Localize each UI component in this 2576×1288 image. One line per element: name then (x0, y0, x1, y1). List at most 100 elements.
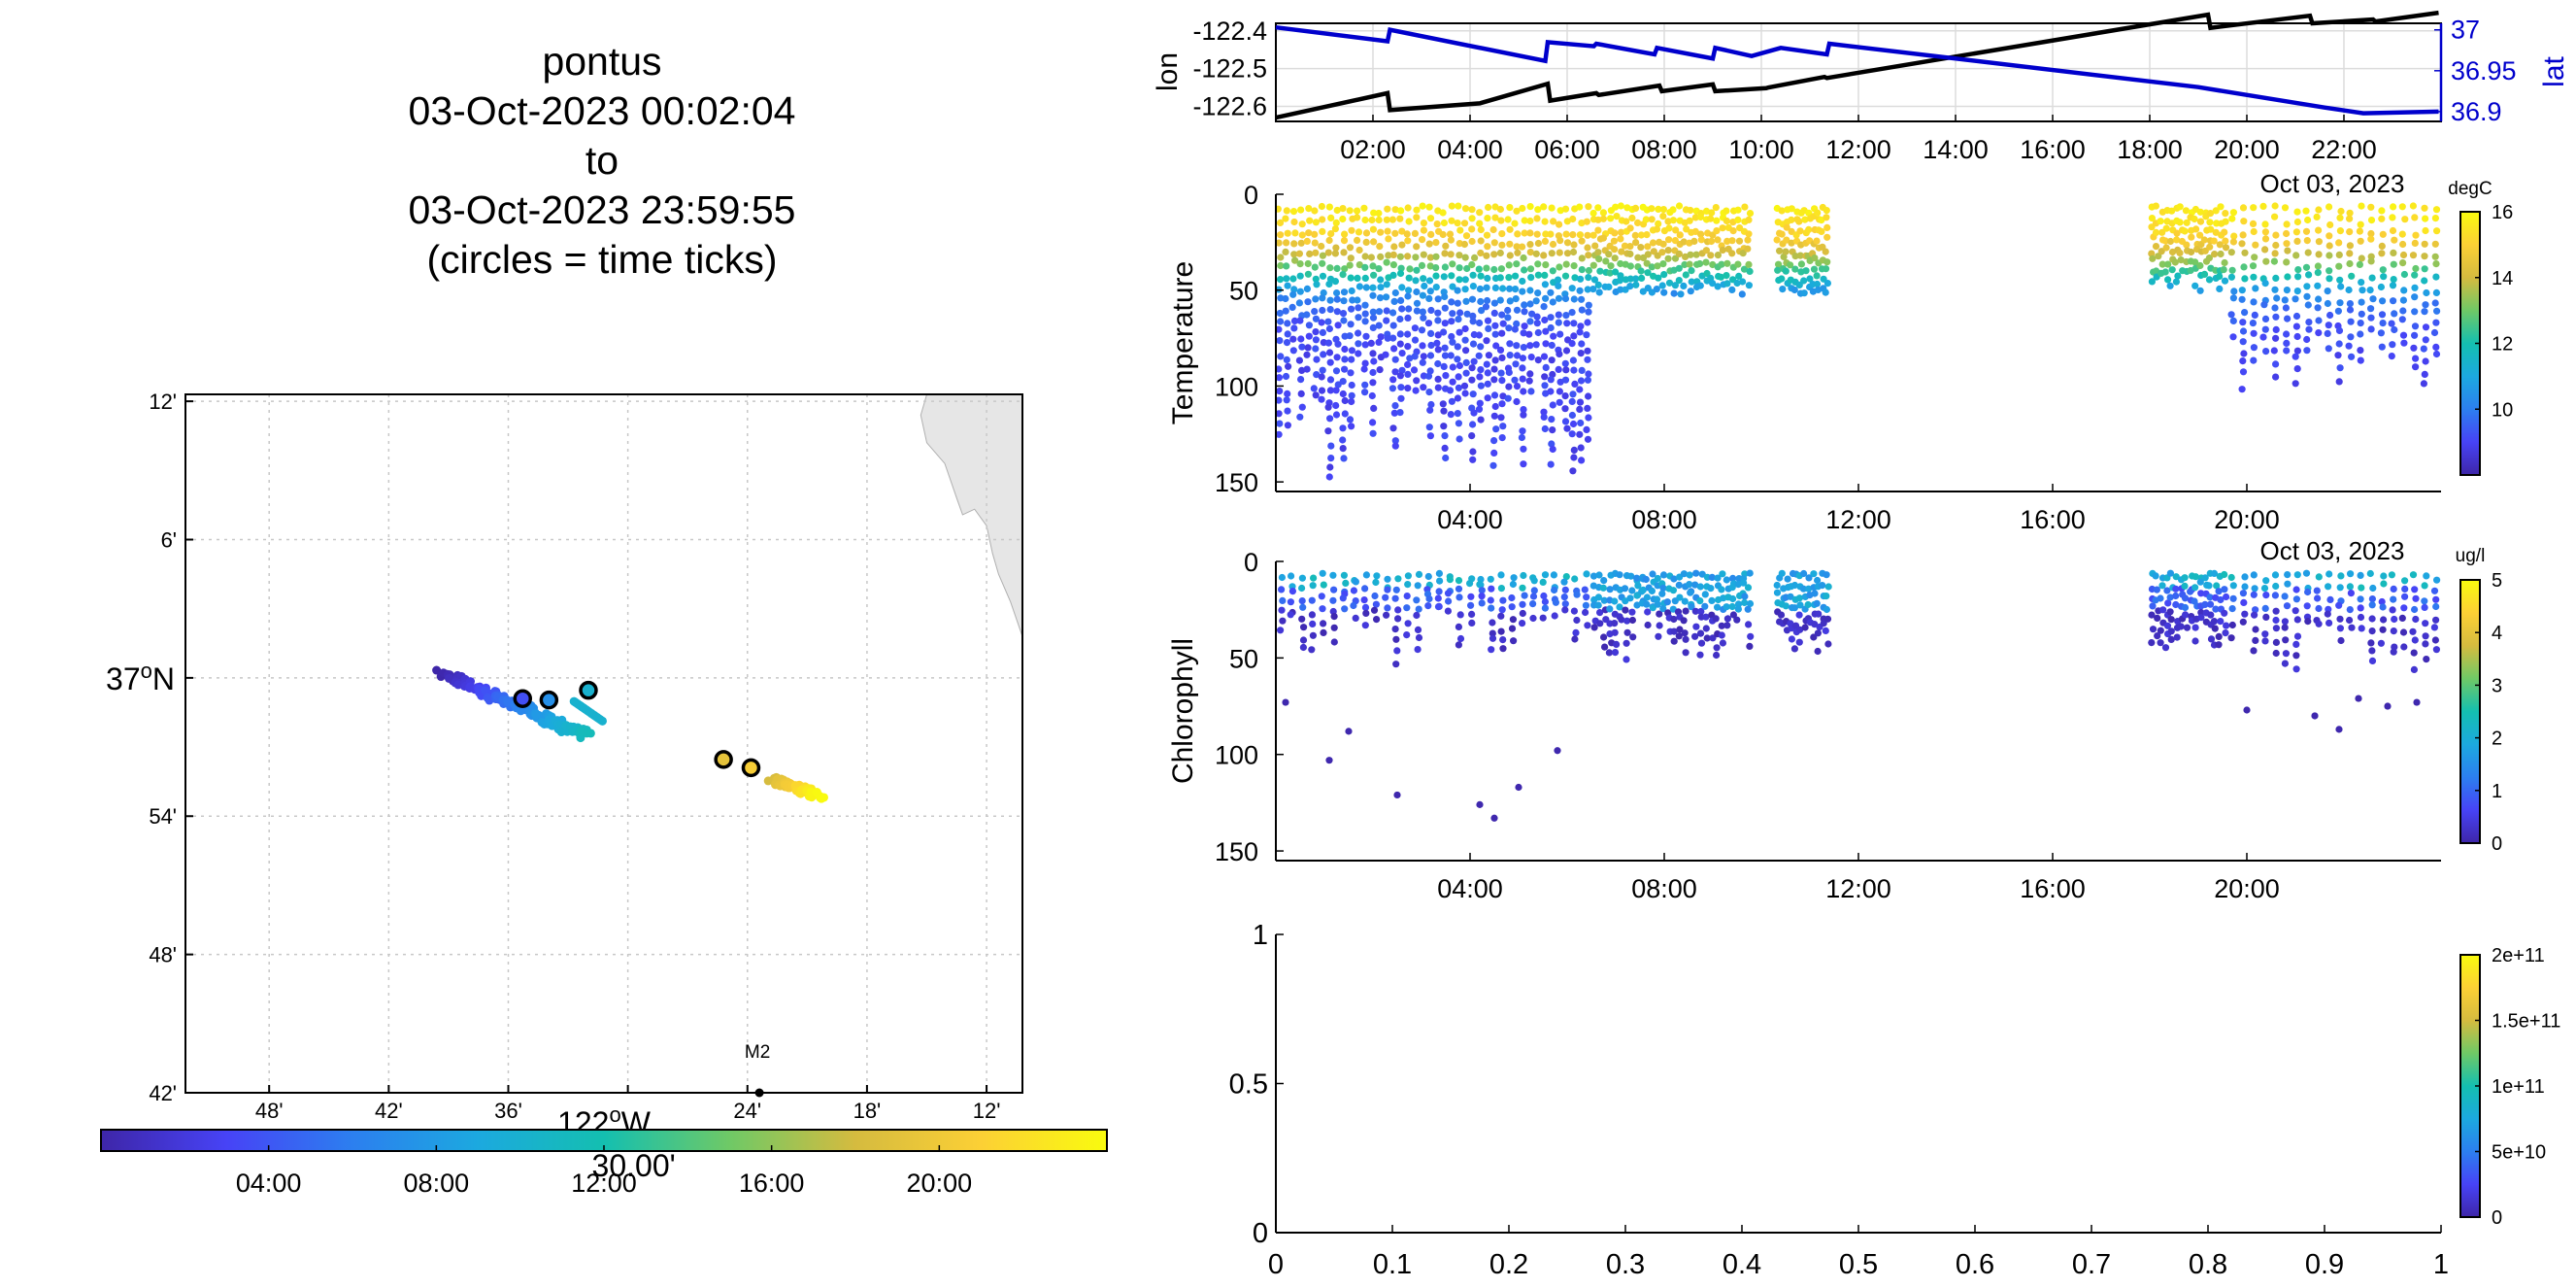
data-point (1425, 277, 1434, 285)
data-point (1454, 287, 1461, 294)
data-point (1375, 209, 1383, 218)
data-point (1384, 334, 1391, 342)
empty-x-tick-label: 0.6 (1956, 1249, 1994, 1280)
data-point (2154, 632, 2161, 640)
data-point (1519, 609, 1526, 618)
data-point (2346, 209, 2354, 217)
data-point (2431, 215, 2439, 222)
map-lat-label: 37oN (106, 659, 175, 696)
data-point (1533, 230, 1541, 238)
data-point (1589, 209, 1597, 218)
data-point (1569, 390, 1577, 398)
data-point (1639, 288, 1647, 295)
data-point (2272, 360, 2280, 368)
lonlat-x-label: 08:00 (1631, 135, 1697, 164)
data-point (2346, 306, 2355, 314)
data-point (2367, 257, 2375, 265)
data-point (1455, 420, 1462, 427)
data-point (2432, 350, 2441, 358)
data-point (2207, 635, 2216, 643)
data-point (2272, 582, 2280, 591)
data-point (1788, 227, 1795, 235)
time-tick-circle (741, 758, 761, 778)
data-point (1665, 224, 1673, 232)
data-point (1655, 274, 1662, 282)
data-point (1390, 243, 1398, 251)
data-point (1298, 231, 1306, 239)
data-point (1478, 599, 1486, 607)
data-point (1398, 227, 1406, 235)
data-point (1521, 217, 1528, 224)
data-point (1297, 206, 1305, 214)
data-point (2369, 295, 2377, 303)
lonlat-y-left-label: -122.6 (1192, 91, 1267, 120)
data-point (1415, 605, 1422, 613)
data-point (2152, 228, 2160, 236)
data-point (2188, 233, 2195, 241)
data-point (2206, 210, 2215, 218)
data-point (1589, 231, 1597, 239)
data-point (1702, 258, 1710, 266)
data-point (1412, 254, 1420, 261)
data-point (2294, 266, 2302, 274)
data-point (1447, 236, 1455, 244)
data-point (1669, 587, 1677, 594)
data-point (1519, 355, 1526, 362)
data-point (2261, 630, 2269, 638)
data-point (2240, 598, 2248, 607)
data-point (1658, 590, 1666, 597)
data-point (1361, 603, 1370, 612)
data-point (1340, 571, 1348, 579)
data-point (1526, 241, 1534, 249)
data-point (2250, 227, 2258, 236)
data-point (1563, 239, 1572, 247)
data-point (2401, 216, 2409, 223)
data-point (1308, 596, 1316, 604)
data-point (2201, 600, 2209, 609)
x-tick-label: 04:00 (1437, 874, 1503, 903)
data-point (1703, 634, 1711, 642)
data-point (1611, 229, 1619, 237)
data-point (1361, 253, 1369, 260)
data-point (1312, 275, 1320, 283)
data-point (1333, 308, 1341, 316)
data-point (2325, 252, 2333, 259)
data-point (1723, 207, 1730, 215)
data-point (2379, 603, 2387, 611)
data-point (1468, 610, 1476, 619)
data-point (1576, 203, 1584, 211)
data-point (1418, 261, 1426, 269)
data-point (1469, 456, 1477, 463)
data-point (2335, 726, 2343, 733)
data-point (1456, 309, 1464, 317)
data-point (1659, 213, 1667, 220)
data-point (1782, 248, 1790, 255)
data-point (1599, 215, 1607, 222)
data-point (2172, 600, 2180, 609)
data-point (1396, 330, 1404, 338)
data-point (1462, 347, 1470, 355)
data-point (1467, 593, 1475, 600)
data-point (1577, 419, 1585, 427)
data-point (1578, 366, 1586, 374)
data-point (1391, 402, 1399, 410)
data-point (1584, 356, 1591, 363)
data-point (1276, 410, 1283, 418)
data-point (1562, 312, 1570, 320)
data-point (1361, 585, 1369, 593)
data-point (1289, 347, 1297, 355)
data-point (1489, 225, 1497, 234)
data-point (1319, 605, 1326, 613)
data-point (1383, 216, 1390, 223)
data-point (1282, 698, 1289, 706)
data-point (2223, 593, 2230, 601)
data-point (1519, 584, 1526, 592)
data-point (1505, 274, 1513, 282)
data-point (1389, 376, 1397, 384)
data-point (1606, 586, 1614, 593)
data-point (1665, 236, 1673, 244)
data-point (1744, 245, 1752, 253)
data-point (1303, 351, 1311, 358)
data-point (1355, 304, 1362, 312)
y-tick-label: 0 (1244, 548, 1258, 577)
